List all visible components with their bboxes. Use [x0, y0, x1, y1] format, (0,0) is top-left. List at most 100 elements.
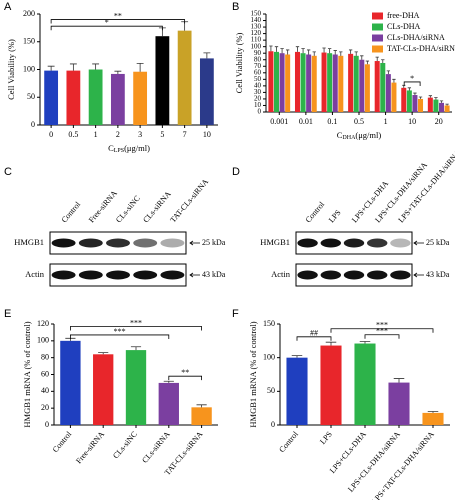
bar [406, 90, 412, 112]
error-bar [360, 55, 364, 60]
y-tick-label: 10 [254, 101, 262, 109]
y-tick-label: 110 [251, 36, 262, 44]
bar [306, 54, 312, 112]
error-bar [439, 100, 444, 103]
x-tick-label: 20 [435, 117, 443, 126]
significance-label: *** [130, 318, 142, 327]
x-tick-label: 10 [408, 117, 416, 126]
bar [60, 340, 81, 425]
y-tick-label: 40 [254, 81, 262, 89]
error-bar [333, 50, 337, 55]
error-bar [339, 51, 343, 56]
panel-letter: F [232, 308, 239, 320]
error-bar [69, 63, 77, 71]
blot-band [160, 270, 185, 280]
x-tick-label: 1 [384, 117, 388, 126]
significance-label: *** [376, 321, 388, 330]
y-tick-label: 150 [251, 10, 262, 18]
error-bar [386, 70, 391, 75]
significance-bracket [364, 334, 400, 339]
legend-label: CLs-DHA/siRNA [387, 33, 445, 42]
error-bar [114, 70, 122, 74]
y-tick-label: 20 [41, 403, 49, 412]
x-tick-label: 7 [183, 130, 187, 139]
y-tick-label: 60 [254, 68, 262, 76]
x-tick-label: 0.5 [68, 130, 78, 139]
bar [321, 52, 327, 112]
x-tick-label: 0.001 [270, 117, 288, 126]
significance-bracket [50, 25, 163, 31]
marker-arrow [189, 272, 200, 278]
error-bar [393, 378, 405, 383]
error-bar [327, 48, 332, 54]
blot-band [320, 238, 342, 248]
row-label: Actin [271, 269, 291, 279]
error-bar [130, 346, 142, 351]
error-bar [325, 341, 337, 346]
error-bar [98, 352, 109, 355]
error-bar [196, 404, 207, 408]
x-label-sub: LPS [114, 148, 124, 154]
bar [199, 58, 214, 125]
bar [44, 70, 59, 125]
y-tick-label: 100 [23, 64, 35, 73]
legend-label: TAT-CLs-DHA/siRNA [387, 44, 455, 53]
x-label-main: C [108, 143, 114, 153]
legend-swatch [372, 45, 383, 53]
error-bar [136, 62, 144, 72]
marker-arrow [413, 272, 424, 278]
bar [401, 87, 407, 112]
significance-bracket [70, 334, 170, 339]
y-tick-label: 120 [37, 319, 49, 328]
marker-label: 25 kDa [202, 238, 226, 247]
bar [320, 345, 342, 425]
panel-letter: E [4, 308, 11, 320]
blot-band [390, 270, 411, 280]
bar [444, 105, 450, 112]
x-tick-label: Free-siRNA [74, 430, 106, 466]
bar [338, 55, 344, 112]
bar [359, 59, 365, 112]
bar [364, 64, 370, 112]
y-tick-label: 0 [258, 108, 262, 116]
lane-label: CLs-siNC [114, 194, 142, 225]
significance-bracket [50, 19, 186, 24]
error-bar [269, 45, 273, 52]
y-tick-label: 60 [41, 369, 49, 378]
marker-label: 25 kDa [426, 238, 450, 247]
y-tick-label: 0 [45, 420, 49, 429]
blot-band [160, 238, 185, 248]
bar [125, 350, 147, 425]
blot-band [297, 238, 318, 248]
error-bar [295, 46, 300, 52]
blot-band [320, 270, 342, 280]
significance-bracket [70, 326, 202, 331]
error-bar [348, 49, 353, 54]
row-label: Actin [25, 269, 45, 279]
bar [422, 412, 444, 425]
error-bar [381, 59, 385, 63]
error-bar [306, 49, 311, 55]
marker-label: 43 kDa [202, 270, 226, 279]
y-tick-label: 0 [271, 420, 275, 429]
bar [300, 53, 306, 112]
bar [88, 69, 103, 125]
x-tick-label: 2 [116, 130, 120, 139]
error-bar [280, 48, 284, 54]
x-axis-label: CDHA(μg/ml) [337, 130, 382, 141]
legend-swatch [372, 23, 383, 31]
bar [286, 357, 308, 425]
blot-band [133, 238, 158, 248]
bar [279, 53, 285, 112]
significance-label: * [410, 74, 414, 83]
error-bar [392, 78, 396, 83]
error-bar [163, 380, 174, 383]
x-label-unit: (μg/ml) [124, 143, 150, 153]
bar [294, 51, 300, 112]
marker-arrow [413, 240, 424, 246]
x-tick-label: Control [51, 429, 74, 454]
bar [354, 343, 376, 425]
bar [155, 36, 170, 126]
y-tick-label: 200 [23, 9, 35, 18]
x-tick-label: LPS [318, 430, 334, 446]
